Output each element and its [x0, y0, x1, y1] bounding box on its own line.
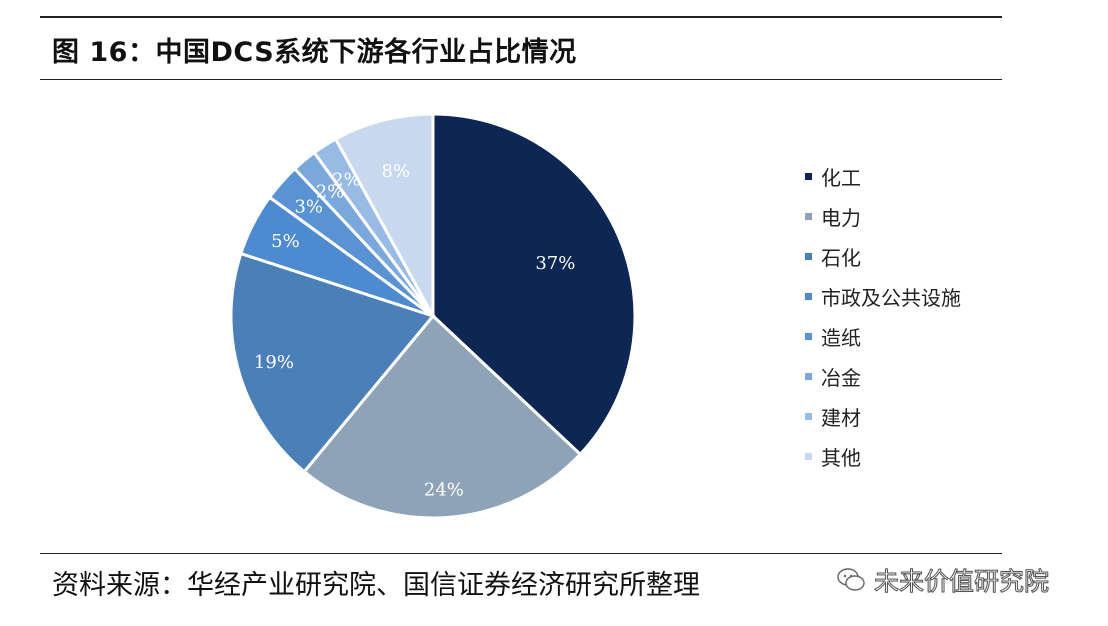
legend-label-3: 市政及公共设施	[821, 286, 961, 310]
top-rule	[40, 16, 1002, 18]
legend-label-4: 造纸	[821, 326, 861, 350]
watermark-text: 未来价值研究院	[873, 567, 1050, 597]
pie-label-6: 2%	[332, 170, 361, 191]
pie-label-5: 2%	[316, 181, 345, 202]
bottom-rule	[40, 553, 1002, 554]
legend-swatch-5	[805, 373, 812, 380]
legend-label-5: 冶金	[821, 366, 861, 390]
pie-label-4: 3%	[294, 196, 323, 217]
wechat-icon	[837, 568, 865, 591]
legend-label-0: 化工	[821, 166, 861, 190]
legend-swatch-3	[805, 293, 812, 300]
legend-swatch-6	[805, 413, 812, 420]
legend-swatch-4	[805, 333, 812, 340]
legend-swatch-1	[805, 213, 812, 220]
pie-label-3: 5%	[271, 231, 300, 252]
legend-label-1: 电力	[821, 206, 861, 230]
pie-label-1: 24%	[424, 479, 464, 500]
watermark: 未来价值研究院	[836, 562, 1050, 598]
figure-title: 图 16：中国DCS系统下游各行业占比情况	[52, 37, 577, 68]
legend-swatch-7	[805, 453, 812, 460]
source-note: 资料来源：华经产业研究院、国信证券经济研究所整理	[52, 570, 700, 601]
legend-swatch-2	[805, 253, 812, 260]
title-underline	[40, 79, 1002, 80]
pie-label-2: 19%	[254, 352, 294, 373]
pie-label-0: 37%	[535, 253, 575, 274]
legend-swatch-0	[805, 173, 812, 180]
legend-label-6: 建材	[821, 406, 861, 430]
pie-slices	[229, 112, 637, 520]
pie-label-7: 8%	[382, 161, 411, 182]
pie-slice-2	[229, 251, 436, 474]
pie-slice-7	[333, 112, 435, 317]
pie-labels: 37%24%19%5%3%2%2% 8%	[254, 161, 575, 500]
pie-slice-1	[302, 313, 583, 520]
legend-label-2: 石化	[821, 246, 861, 270]
pie-slice-0	[431, 112, 637, 457]
legend-label-7: 其他	[821, 446, 861, 470]
